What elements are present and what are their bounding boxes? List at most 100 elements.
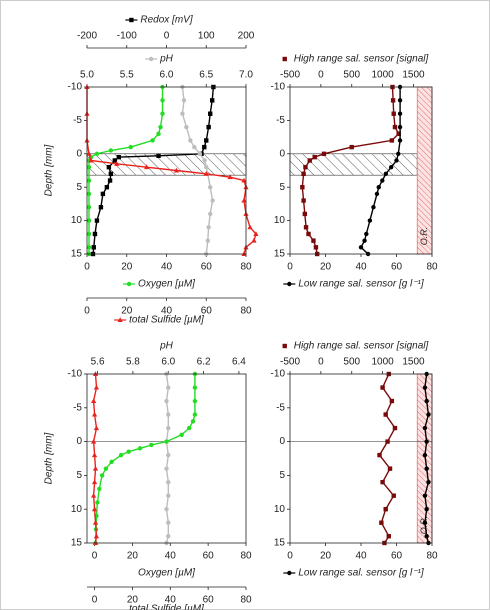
marker <box>114 161 120 166</box>
marker <box>192 398 198 404</box>
marker <box>397 124 403 130</box>
y-tick-label: 10 <box>274 504 286 515</box>
marker <box>197 151 203 156</box>
marker <box>92 465 99 471</box>
marker <box>422 520 428 525</box>
marker <box>180 111 185 116</box>
out-of-range-label: O.R. <box>419 516 429 535</box>
marker <box>160 111 165 116</box>
series-line <box>165 373 170 544</box>
legend-marker <box>282 343 287 349</box>
marker <box>149 442 154 448</box>
x-tick-label: 60 <box>391 551 403 562</box>
y-tick-label: -10 <box>271 82 286 93</box>
marker <box>202 158 207 163</box>
marker <box>94 151 100 156</box>
x-tick-label: 200 <box>238 31 255 42</box>
y-tick-label: -10 <box>271 369 286 380</box>
marker <box>358 245 364 250</box>
marker <box>349 144 354 150</box>
marker <box>241 197 247 203</box>
x-tick-label: 0 <box>318 70 324 81</box>
marker <box>206 124 211 130</box>
marker <box>91 411 98 417</box>
x-tick-label: 6.0 <box>161 357 175 368</box>
x-tick-label: 80 <box>240 306 252 317</box>
axis-label: Low range sal. sensor [g l⁻¹] <box>298 279 424 290</box>
y-tick-label: 5 <box>279 470 285 481</box>
x-tick-label: 40 <box>161 306 173 317</box>
marker <box>389 398 395 404</box>
marker <box>377 452 382 458</box>
marker <box>391 111 396 116</box>
axis-label: Redox [mV] <box>140 15 192 26</box>
legend-marker <box>282 56 287 62</box>
marker <box>166 479 171 485</box>
marker <box>166 534 171 539</box>
x-tick-label: 40 <box>165 595 177 606</box>
marker <box>108 148 114 153</box>
marker <box>190 419 196 424</box>
x-tick-label: 5.6 <box>91 357 105 368</box>
x-tick-label: -200 <box>77 31 97 42</box>
x-tick-label: 20 <box>320 551 332 562</box>
plot-frame <box>289 86 433 255</box>
marker <box>227 174 233 180</box>
marker <box>380 385 385 390</box>
marker <box>93 425 100 431</box>
marker <box>91 492 97 498</box>
x-tick-label: 0 <box>287 551 293 562</box>
marker <box>156 131 161 136</box>
marker <box>104 185 110 190</box>
marker <box>206 225 211 230</box>
marker <box>390 98 396 103</box>
marker <box>179 432 184 438</box>
marker <box>422 493 428 498</box>
marker <box>306 231 311 237</box>
marker <box>86 151 92 156</box>
marker <box>210 98 215 103</box>
marker <box>166 385 171 390</box>
marker <box>386 534 391 539</box>
x-tick-label: 500 <box>343 70 360 81</box>
x-tick-label: 0 <box>84 262 90 273</box>
x-tick-label: 5.8 <box>126 357 140 368</box>
x-tick-label: 20 <box>127 595 139 606</box>
marker <box>208 211 213 217</box>
x-tick-label: 6.5 <box>199 70 213 81</box>
y-tick-label: 5 <box>76 182 82 193</box>
x-tick-label: 60 <box>201 262 213 273</box>
x-tick-label: 40 <box>355 551 367 562</box>
series-line <box>378 373 396 544</box>
marker <box>86 218 92 223</box>
marker <box>364 231 369 237</box>
y-tick-label: -5 <box>73 402 82 413</box>
x-tick-label: 80 <box>426 262 438 273</box>
marker <box>166 412 171 417</box>
marker <box>91 479 98 485</box>
marker <box>86 231 92 237</box>
marker <box>380 479 385 485</box>
axis-label: pH <box>159 54 174 65</box>
marker <box>383 412 388 417</box>
x-tick-label: 0 <box>84 306 90 317</box>
marker <box>208 185 213 190</box>
marker <box>362 238 367 243</box>
series-line <box>424 373 430 544</box>
y-tick-label: -5 <box>276 402 285 413</box>
marker <box>93 533 100 539</box>
marker <box>396 131 401 136</box>
marker <box>88 157 94 163</box>
marker <box>379 520 384 525</box>
marker <box>158 124 163 130</box>
marker <box>376 185 381 190</box>
x-tick-label: 7.0 <box>239 70 253 81</box>
x-tick-label: 20 <box>121 262 133 273</box>
marker <box>94 218 100 223</box>
y-tick-label: 10 <box>71 504 83 515</box>
marker <box>99 473 105 478</box>
axis-label: pH <box>159 341 174 352</box>
y-tick-label: 15 <box>71 538 83 549</box>
marker <box>383 171 389 177</box>
marker <box>422 452 428 458</box>
